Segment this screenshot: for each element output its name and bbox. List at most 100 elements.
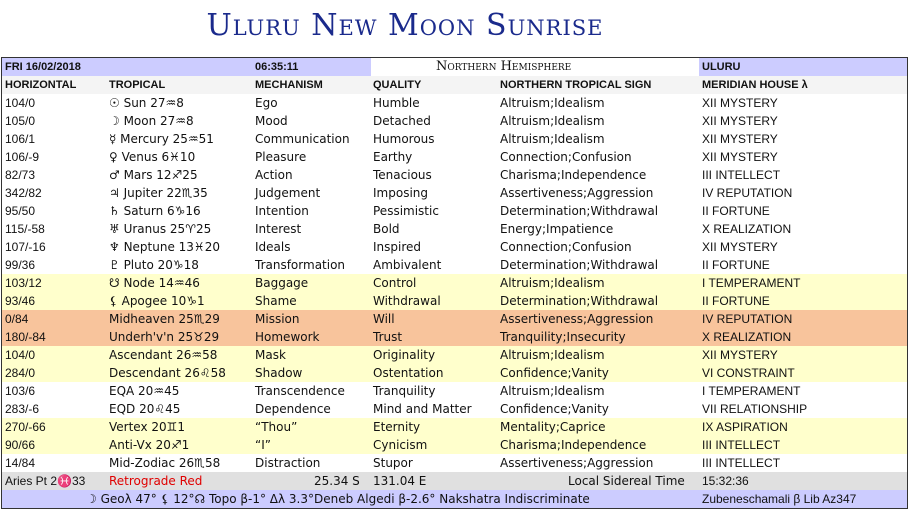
cell-tropical: EQA 20♒45 (109, 384, 180, 398)
table-row: 104/0 Ascendant 26♒58 Mask Originality Altru… (2, 346, 907, 364)
cell-mechanism: Pleasure (255, 150, 307, 164)
cell-quality: Originality (373, 348, 436, 362)
cell-horizontal: 106/-9 (5, 150, 40, 164)
table-row: 115/-58 ♅ Uranus 25♈25 Interest Bold Energy;… (2, 220, 907, 238)
cell-house: XII MYSTERY (702, 114, 778, 128)
cell-mechanism: Communication (255, 132, 350, 146)
cell-sign: Assertiveness;Aggression (500, 456, 654, 470)
cell-horizontal: 283/-6 (5, 402, 40, 416)
col-quality: QUALITY (373, 79, 422, 91)
col-tropical: TROPICAL (109, 79, 166, 91)
cell-mechanism: Baggage (255, 276, 309, 290)
cell-quality: Imposing (373, 186, 428, 200)
cell-tropical: Descendant 26♌58 (109, 366, 226, 380)
cell-house: III INTELLECT (702, 438, 781, 452)
cell-horizontal: 0/84 (5, 312, 29, 326)
cell-quality: Eternity (373, 420, 421, 434)
cell-sign: Altruism;Idealism (500, 96, 605, 110)
table-row: 104/0 ☉ Sun 27♒8 Ego Humble Altruism;Idealis… (2, 94, 907, 112)
retrograde-legend: Retrograde Red (109, 474, 203, 488)
table-row: 95/50 ♄ Saturn 6♑16 Intention Pessimistic De… (2, 202, 907, 220)
cell-mechanism: Transcendence (255, 384, 345, 398)
cell-horizontal: 95/50 (5, 204, 36, 218)
cell-horizontal: 93/46 (5, 294, 36, 308)
hemisphere: Northern Hemisphere (436, 59, 572, 74)
cell-tropical: ♂ Mars 12♐25 (109, 168, 198, 182)
info-row: ☽ Geoλ 47° ⚸ 12°☊ Topo β-1° Δλ 3.3°Deneb… (2, 490, 907, 508)
cell-tropical: ♅ Uranus 25♈25 (109, 222, 212, 236)
cell-mechanism: “I” (255, 438, 271, 452)
cell-tropical: ♃ Jupiter 22♏35 (109, 186, 208, 200)
cell-house: II FORTUNE (702, 204, 770, 218)
table-row: 107/-16 ♆ Neptune 13♓20 Ideals Inspired Conn… (2, 238, 907, 256)
table-row: 180/-84 Underh'v'n 25♉29 Homework Trust Tran… (2, 328, 907, 346)
cell-tropical: ♆ Neptune 13♓20 (109, 240, 220, 254)
cell-sign: Confidence;Vanity (500, 402, 609, 416)
cell-house: XII MYSTERY (702, 132, 778, 146)
cell-quality: Stupor (373, 456, 413, 470)
cell-house: X REALIZATION (702, 330, 792, 344)
cell-sign: Assertiveness;Aggression (500, 186, 654, 200)
cell-sign: Mentality;Caprice (500, 420, 606, 434)
moon-info: ☽ Geoλ 47° ⚸ 12°☊ Topo β-1° Δλ 3.3°Deneb… (86, 492, 590, 506)
cell-house: III INTELLECT (702, 168, 781, 182)
cell-tropical: Ascendant 26♒58 (109, 348, 218, 362)
cell-mechanism: Ideals (255, 240, 291, 254)
cell-quality: Tenacious (373, 168, 432, 182)
cell-quality: Mind and Matter (373, 402, 472, 416)
cell-house: VII RELATIONSHIP (702, 402, 808, 416)
cell-horizontal: 107/-16 (5, 240, 46, 254)
cell-quality: Control (373, 276, 417, 290)
cell-horizontal: 103/12 (5, 276, 42, 290)
cell-quality: Tranquility (373, 384, 436, 398)
col-sign: NORTHERN TROPICAL SIGN (500, 79, 652, 91)
cell-sign: Charisma;Independence (500, 168, 647, 182)
footer-row: Aries Pt 2♓33 Retrograde Red 25.34 S 131… (2, 472, 907, 490)
cell-tropical: Anti-Vx 20♐1 (109, 438, 190, 452)
table-row: 106/1 ☿ Mercury 25♒51 Communication Humorou… (2, 130, 907, 148)
table-row: 103/6 EQA 20♒45 Transcendence Tranquility Al… (2, 382, 907, 400)
cell-sign: Tranquility;Insecurity (500, 330, 626, 344)
cell-tropical: ☿ Mercury 25♒51 (109, 132, 214, 146)
cell-quality: Will (373, 312, 395, 326)
cell-mechanism: Distraction (255, 456, 321, 470)
cell-house: I TEMPERAMENT (702, 276, 801, 290)
cell-mechanism: Shame (255, 294, 297, 308)
cell-tropical: ♄ Saturn 6♑16 (109, 204, 201, 218)
cell-quality: Trust (373, 330, 403, 344)
cell-sign: Confidence;Vanity (500, 366, 609, 380)
cell-mechanism: “Thou” (255, 420, 298, 434)
cell-horizontal: 103/6 (5, 384, 36, 398)
cell-sign: Energy;Impatience (500, 222, 614, 236)
table-row: 93/46 ⚸ Apogee 10♑1 Shame Withdrawal Determi… (2, 292, 907, 310)
cell-quality: Bold (373, 222, 400, 236)
table-row: 284/0 Descendant 26♌58 Shadow Ostentation Co… (2, 364, 907, 382)
page-title: Uluru New Moon Sunrise (206, 8, 604, 43)
date: FRI 16/02/2018 (5, 61, 81, 73)
cell-quality: Pessimistic (373, 204, 439, 218)
col-mechanism: MECHANISM (255, 79, 323, 91)
cell-tropical: ☽ Moon 27♒8 (109, 114, 194, 128)
cell-house: III INTELLECT (702, 456, 781, 470)
cell-mechanism: Mood (255, 114, 288, 128)
time: 06:35:11 (255, 61, 299, 73)
cell-quality: Detached (373, 114, 431, 128)
cell-sign: Altruism;Idealism (500, 276, 605, 290)
cell-mechanism: Homework (255, 330, 320, 344)
cell-quality: Cynicism (373, 438, 428, 452)
cell-tropical: Mid-Zodiac 26♏58 (109, 456, 221, 470)
header-row: FRI 16/02/2018 06:35:11 Northern Hemisph… (2, 57, 907, 76)
cell-horizontal: 104/0 (5, 348, 36, 362)
cell-house: IV REPUTATION (702, 186, 793, 200)
col-house: MERIDIAN HOUSE λ (702, 79, 808, 91)
cell-house: X REALIZATION (702, 222, 792, 236)
cell-tropical: Midheaven 25♏29 (109, 312, 220, 326)
cell-horizontal: 104/0 (5, 96, 36, 110)
cell-tropical: ⚸ Apogee 10♑1 (109, 294, 205, 308)
cell-house: IV REPUTATION (702, 312, 793, 326)
cell-tropical: ☋ Node 14♒46 (109, 276, 200, 290)
cell-horizontal: 90/66 (5, 438, 36, 452)
cell-horizontal: 106/1 (5, 132, 36, 146)
table-row: 106/-9 ♀ Venus 6♓10 Pleasure Earthy Connecti… (2, 148, 907, 166)
cell-sign: Connection;Confusion (500, 240, 632, 254)
